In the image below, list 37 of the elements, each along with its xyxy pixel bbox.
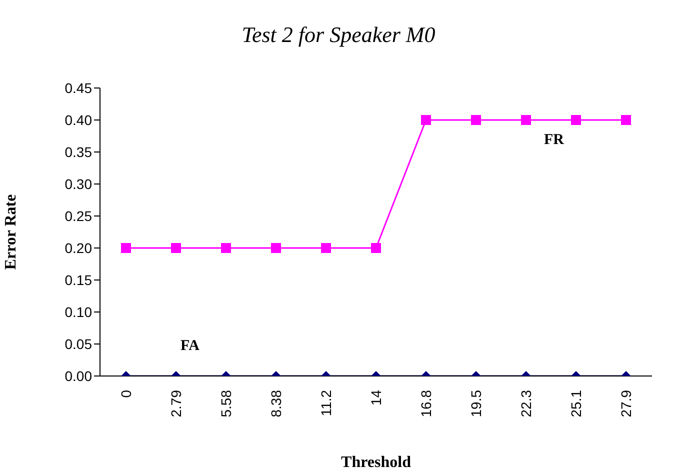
x-tick-label: 11.2 [318,390,334,416]
series-label: FA [180,338,200,354]
y-tick-label: 0.30 [64,176,92,192]
y-axis-title: Error Rate [2,194,20,270]
x-tick-label: 8.38 [268,390,284,418]
x-tick-label: 27.9 [618,390,634,418]
point [221,243,231,253]
y-tick-label: 0.15 [64,272,92,288]
chart-title: Test 2 for Speaker M0 [240,22,436,48]
y-tick-label: 0.05 [64,336,92,352]
x-tick-label: 14 [368,390,384,406]
point [471,115,481,125]
point [621,115,631,125]
x-axis-title: Threshold [341,454,412,471]
point [571,115,581,125]
x-tick-label: 22.3 [518,390,534,418]
x-tick-label: 0 [118,390,134,398]
x-tick-label: 16.8 [418,390,434,418]
y-tick-label: 0.25 [64,208,92,224]
y-tick-label: 0.20 [64,240,92,256]
y-tick-label: 0.40 [64,112,92,128]
point [121,243,131,253]
y-tick-label: 0.00 [64,368,92,384]
y-tick-label: 0.10 [64,304,92,320]
y-tick-label: 0.45 [64,80,92,96]
series-label: FR [544,132,564,148]
x-tick-label: 19.5 [468,390,484,418]
x-tick-label: 5.58 [218,390,234,418]
x-tick-label: 2.79 [168,390,184,418]
y-tick-label: 0.35 [64,144,92,160]
point [421,115,431,125]
point [371,243,381,253]
point [271,243,281,253]
point [521,115,531,125]
point [171,243,181,253]
x-tick-label: 25.1 [568,390,584,418]
point [321,243,331,253]
